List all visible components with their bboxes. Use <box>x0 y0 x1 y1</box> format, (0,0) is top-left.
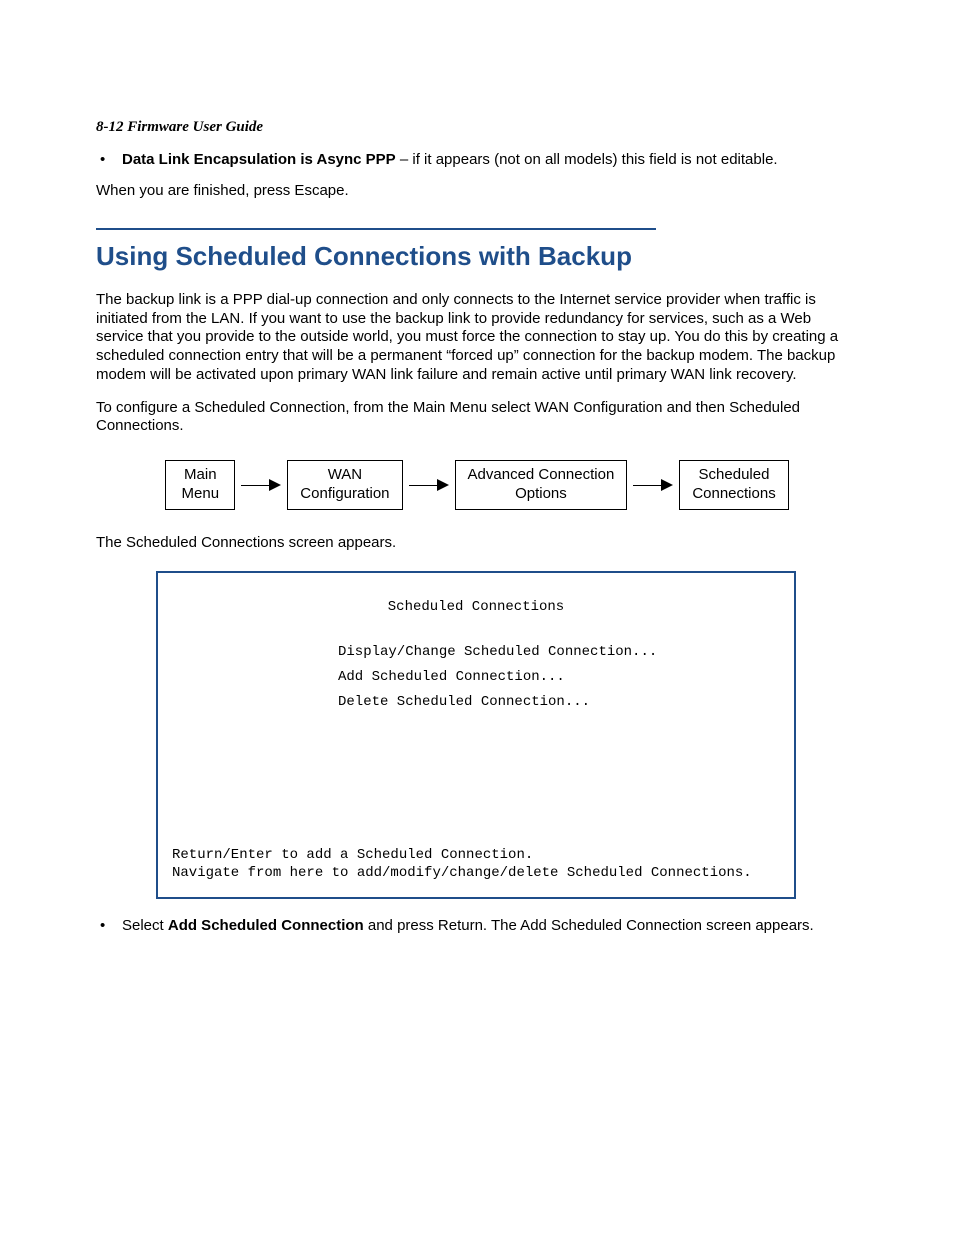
bullet-bold-text: Data Link Encapsulation is Async PPP <box>122 151 396 168</box>
flow-label: WAN <box>328 466 362 485</box>
bullet-text: Select Add Scheduled Connection and pres… <box>122 917 858 936</box>
terminal-footer-line: Navigate from here to add/modify/change/… <box>172 864 780 883</box>
bullet-post-text: and press Return. The Add Scheduled Conn… <box>364 917 814 934</box>
flow-label: Options <box>515 485 567 504</box>
paragraph-backup: The backup link is a PPP dial-up connect… <box>96 291 858 385</box>
terminal-menu-item: Add Scheduled Connection... <box>338 665 780 690</box>
arrow-right-icon <box>633 479 673 491</box>
section-divider <box>96 228 656 230</box>
flow-label: Connections <box>692 485 775 504</box>
terminal-menu: Display/Change Scheduled Connection... A… <box>338 640 780 716</box>
terminal-title: Scheduled Connections <box>172 595 780 620</box>
paragraph-finished: When you are finished, press Escape. <box>96 182 858 201</box>
arrow-right-icon <box>409 479 449 491</box>
flow-box-wan-config: WAN Configuration <box>287 460 402 510</box>
bullet-text: Data Link Encapsulation is Async PPP – i… <box>122 151 858 170</box>
paragraph-configure: To configure a Scheduled Connection, fro… <box>96 399 858 437</box>
flow-label: Menu <box>182 485 220 504</box>
bullet-marker: • <box>100 151 122 170</box>
flow-box-scheduled-connections: Scheduled Connections <box>679 460 788 510</box>
flow-box-advanced-options: Advanced Connection Options <box>455 460 628 510</box>
section-title: Using Scheduled Connections with Backup <box>96 240 858 273</box>
terminal-screen: Scheduled Connections Display/Change Sch… <box>156 571 796 900</box>
paragraph-screen-appears: The Scheduled Connections screen appears… <box>96 534 858 553</box>
bullet-marker: • <box>100 917 122 936</box>
flow-label: Scheduled <box>699 466 770 485</box>
page-header: 8-12 Firmware User Guide <box>96 118 858 137</box>
arrow-right-icon <box>241 479 281 491</box>
flow-box-main-menu: Main Menu <box>165 460 235 510</box>
terminal-menu-item: Delete Scheduled Connection... <box>338 690 780 715</box>
bullet-item-datalink: • Data Link Encapsulation is Async PPP –… <box>96 151 858 170</box>
terminal-footer-line: Return/Enter to add a Scheduled Connecti… <box>172 846 780 865</box>
bullet-item-select-add: • Select Add Scheduled Connection and pr… <box>96 917 858 936</box>
terminal-container: Scheduled Connections Display/Change Sch… <box>156 571 858 900</box>
terminal-menu-item: Display/Change Scheduled Connection... <box>338 640 780 665</box>
terminal-footer: Return/Enter to add a Scheduled Connecti… <box>172 846 780 884</box>
bullet-pre-text: Select <box>122 917 168 934</box>
flow-diagram: Main Menu WAN Configuration Advanced Con… <box>96 460 858 510</box>
document-page: 8-12 Firmware User Guide • Data Link Enc… <box>0 0 954 1235</box>
bullet-bold-text: Add Scheduled Connection <box>168 917 364 934</box>
flow-label: Main <box>184 466 217 485</box>
flow-label: Advanced Connection <box>468 466 615 485</box>
bullet-rest-text: – if it appears (not on all models) this… <box>396 151 778 168</box>
flow-label: Configuration <box>300 485 389 504</box>
